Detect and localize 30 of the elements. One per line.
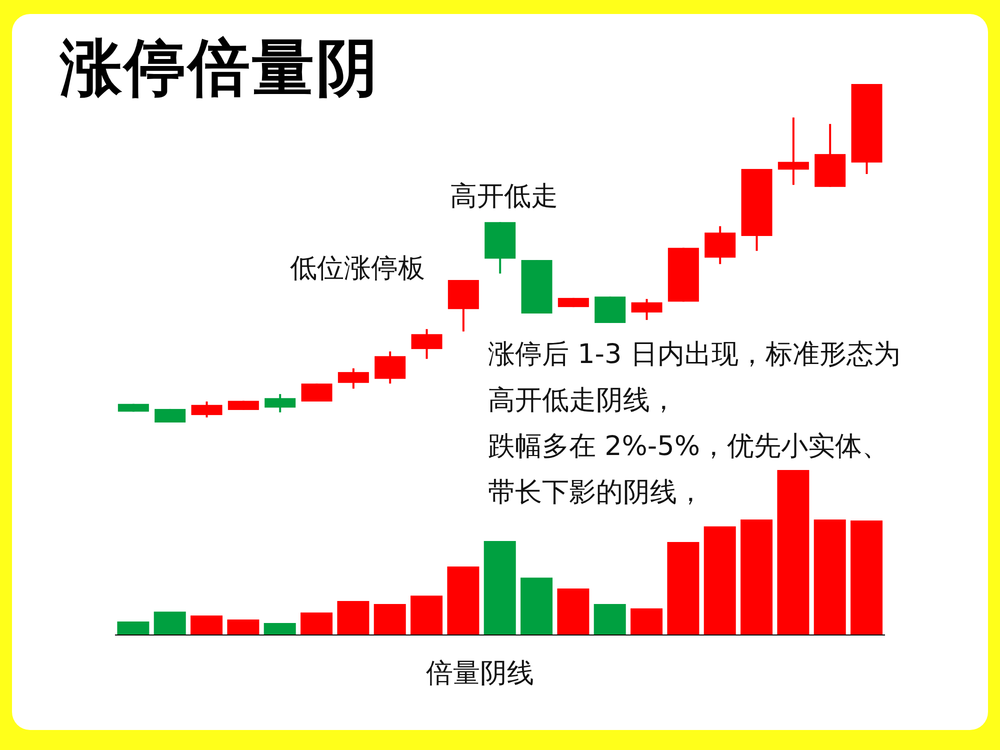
bar: [264, 622, 296, 635]
bar: [337, 601, 370, 635]
bar: [740, 520, 773, 635]
bar: [117, 621, 150, 635]
bar: [630, 608, 663, 635]
annotation: 高开低走: [450, 180, 558, 214]
bar: [704, 526, 736, 635]
bar: [227, 619, 260, 635]
text: 跌幅多在 2%-5%，优先小实体、: [488, 430, 889, 464]
bar: [447, 566, 480, 635]
annotation: 低位涨停板: [290, 252, 425, 286]
bar: [594, 604, 626, 635]
bar: [814, 520, 846, 635]
chart-title: 涨停倍量阴: [60, 30, 380, 106]
bar: [300, 612, 333, 635]
candlestick: [778, 116, 809, 186]
bar: [190, 616, 223, 635]
text: 倍量阴线: [426, 657, 534, 691]
annotation: 涨停后 1-3 日内出现，标准形态为: [488, 338, 900, 372]
annotation: 高开低走阴线，: [488, 384, 677, 418]
bar: [850, 520, 883, 635]
annotation: 带长下影的阴线，: [488, 476, 704, 510]
bar: [667, 542, 700, 635]
bar: [520, 578, 553, 635]
bar: [410, 596, 443, 635]
bar: [154, 612, 186, 635]
bar: [557, 588, 590, 635]
bar: [374, 604, 406, 635]
bar: [777, 470, 810, 635]
bar: [484, 540, 516, 635]
